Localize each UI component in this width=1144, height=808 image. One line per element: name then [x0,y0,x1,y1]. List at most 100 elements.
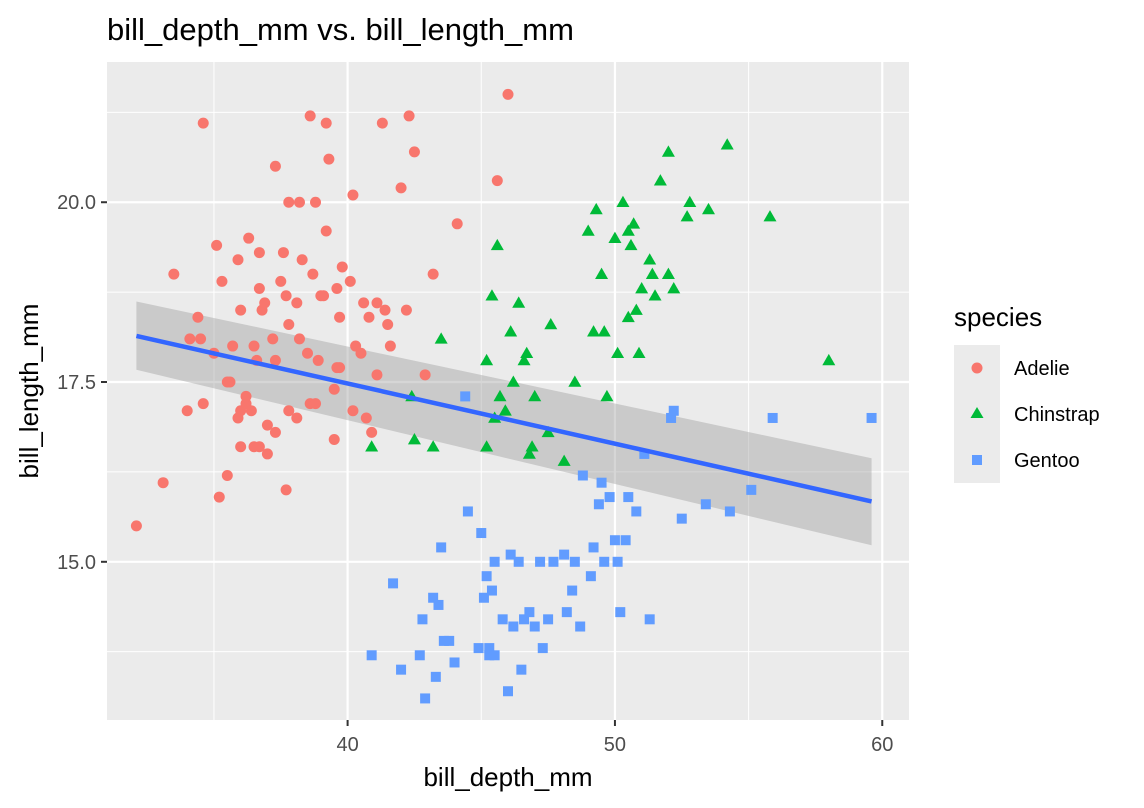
data-point-gentoo [585,571,596,582]
data-point-chinstrap [426,440,440,452]
data-point-gentoo [462,506,473,517]
data-point-adelie [336,261,348,273]
data-point-gentoo [767,412,778,423]
data-point-chinstrap [504,325,518,337]
data-point-adelie [253,247,265,259]
data-point-chinstrap [434,332,448,344]
data-point-chinstrap [608,231,622,243]
data-point-adelie [331,283,343,295]
data-point-chinstrap [541,425,555,438]
data-point-adelie [221,469,233,481]
data-point-adelie [371,369,383,381]
data-point-adelie [355,347,367,359]
data-point-gentoo [484,643,495,654]
data-point-adelie [419,369,431,381]
data-point-adelie [197,117,209,129]
axis-ticks: 40 50 60 15.0 17.5 20.0 [57,192,893,756]
data-point-chinstrap [763,210,777,222]
data-point-gentoo [484,650,495,661]
data-point-gentoo [438,635,449,646]
x-axis-title: bill_depth_mm [423,762,592,792]
data-point-adelie [224,376,236,388]
data-point-adelie [181,405,193,417]
y-tick-label: 17.5 [57,372,96,394]
data-point-chinstrap [611,346,625,359]
data-point-gentoo [596,477,607,488]
data-point-gentoo [478,592,489,603]
data-point-gentoo [609,535,620,546]
data-point-chinstrap [480,353,494,366]
data-point-adelie [197,398,209,410]
data-point-gentoo [700,499,711,510]
data-point-chinstrap [667,282,681,294]
data-point-chinstrap [568,375,582,387]
data-point-adelie [344,275,356,287]
legend-key-gentoo-square [972,455,982,465]
data-point-chinstrap [525,440,539,452]
data-point-adelie [235,441,247,453]
data-point-chinstrap [498,404,512,416]
data-point-gentoo [604,492,615,503]
data-point-adelie [168,268,180,280]
data-point-gentoo [430,671,441,682]
data-point-gentoo [460,391,471,402]
data-point-chinstrap [653,174,667,186]
data-point-adelie [293,333,305,345]
data-point-gentoo [473,643,484,654]
data-point-adelie [312,354,324,366]
data-point-adelie [408,146,420,158]
data-point-gentoo [529,621,540,632]
data-point-chinstrap [621,310,635,323]
data-point-adelie [259,297,271,309]
data-point-chinstrap [407,433,421,445]
data-point-gentoo [569,556,580,567]
data-point-adelie [243,232,255,244]
data-point-chinstrap [557,454,571,466]
data-point-gentoo [575,621,586,632]
legend-label-adelie: Adelie [1014,358,1070,380]
data-point-adelie [261,419,273,431]
data-point-adelie [283,405,295,417]
data-point-gentoo [449,657,460,668]
data-point-gentoo [746,484,757,495]
legend-key-adelie-circle [971,362,983,374]
x-tick-label: 60 [871,734,893,756]
data-point-chinstrap [544,317,558,330]
data-point-adelie [360,412,372,424]
data-point-gentoo [486,585,497,596]
regression-line-layer [135,333,873,504]
data-point-gentoo [513,556,524,567]
data-point-gentoo [524,607,535,618]
data-point-gentoo [599,556,610,567]
data-point-chinstrap [581,224,595,236]
data-point-adelie [379,304,391,316]
data-point-adelie [232,254,244,266]
data-point-gentoo [444,635,455,646]
data-point-chinstrap [365,440,379,452]
data-point-gentoo [615,607,626,618]
data-point-chinstrap [627,217,641,229]
data-point-adelie [328,434,340,446]
data-point-adelie [427,268,439,280]
legend-label-gentoo: Gentoo [1014,450,1080,472]
data-point-gentoo [593,499,604,510]
data-point-gentoo [417,614,428,625]
legend-key-chinstrap-triangle [970,407,984,418]
data-point-gentoo [724,506,735,517]
y-tick-label: 20.0 [57,192,96,214]
data-point-adelie [491,175,503,187]
data-point-adelie [248,340,260,352]
data-point-chinstrap [645,267,659,279]
data-point-chinstrap [624,238,638,251]
data-point-adelie [451,218,463,230]
data-point-chinstrap [629,303,643,315]
data-point-adelie [323,153,335,165]
data-point-adelie [213,491,225,503]
data-point-gentoo [516,664,527,675]
data-point-gentoo [535,556,546,567]
data-point-adelie [296,254,308,266]
data-point-gentoo [503,686,513,697]
data-point-gentoo [548,556,559,567]
data-point-chinstrap [648,289,662,301]
data-point-chinstrap [485,289,499,301]
